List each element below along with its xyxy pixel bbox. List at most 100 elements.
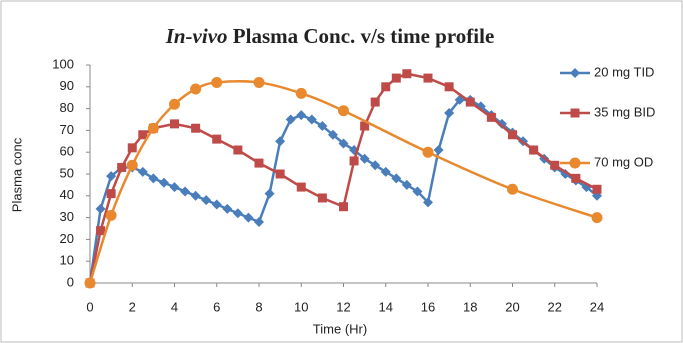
marker [412,186,423,197]
marker [317,193,327,203]
title-rest: Plasma Conc. v/s time profile [233,24,495,48]
marker [296,182,306,192]
x-tick-label: 12 [336,299,350,314]
marker [381,82,391,92]
marker [147,122,159,134]
y-tick-label: 60 [60,144,74,159]
marker [243,212,254,223]
marker [117,162,127,172]
marker [212,134,222,144]
x-tick-label: 18 [463,299,477,314]
marker [201,195,212,206]
x-tick-label: 14 [379,299,393,314]
marker [306,114,317,125]
y-tick-label: 50 [60,165,74,180]
marker [84,277,96,289]
marker [423,73,433,83]
y-tick-label: 0 [67,274,74,289]
marker [106,171,117,182]
marker [190,83,202,95]
y-tick-label: 20 [60,231,74,246]
marker [507,183,518,195]
x-tick-label: 16 [421,299,435,314]
marker [465,97,475,107]
marker [370,160,381,171]
chart-title: In-vivo Plasma Conc. v/s time profile [165,24,495,48]
marker [317,121,328,132]
marker [275,136,286,147]
x-tick-label: 10 [294,299,308,314]
marker [138,130,148,140]
y-tick-label: 10 [60,253,74,268]
marker [137,166,148,177]
marker [296,110,307,121]
x-tick-label: 24 [590,299,604,314]
marker [254,216,264,227]
x-tick-label: 22 [548,299,562,314]
marker [95,203,106,214]
title-italic: In-vivo [165,24,228,48]
marker [211,76,223,88]
marker [105,209,117,221]
marker [391,173,402,184]
marker [190,190,201,201]
marker [422,146,434,158]
legend-marker [570,68,580,78]
marker [275,169,285,179]
y-tick-label: 100 [52,56,74,71]
y-tick-label: 70 [60,122,74,137]
y-tick-label: 40 [60,187,74,202]
marker [327,129,338,140]
marker [169,182,180,193]
marker [96,226,106,236]
legend-marker [570,108,580,118]
x-tick-label: 20 [505,299,519,314]
legend-marker [569,157,581,169]
y-tick-label: 90 [60,78,74,93]
x-tick-label: 8 [255,299,262,314]
marker [508,130,517,140]
marker [529,145,539,155]
marker [391,73,401,83]
marker [433,145,444,156]
marker [571,173,581,183]
marker [486,112,496,122]
marker [444,82,454,92]
marker [550,160,560,170]
marker [285,114,296,125]
marker [423,197,433,208]
marker [380,166,391,177]
marker [106,189,116,199]
x-tick-label: 0 [86,299,93,314]
marker [127,143,137,153]
marker [349,156,359,166]
marker [253,76,265,88]
x-tick-label: 6 [213,299,220,314]
marker [402,69,412,79]
marker [148,173,159,184]
marker [158,177,169,188]
marker [444,107,455,118]
marker [233,145,243,155]
y-tick-label: 30 [60,209,74,224]
marker [359,153,370,164]
legend-label: 20 mg TID [594,64,654,79]
marker [360,121,370,131]
marker [126,159,138,171]
y-tick-label: 80 [60,100,74,115]
marker [295,87,307,99]
x-tick-label: 2 [129,299,136,314]
marker [591,212,603,224]
x-tick-label: 4 [171,299,178,314]
legend-label: 70 mg OD [594,154,653,169]
marker [254,158,264,168]
marker [222,203,233,214]
marker [401,179,412,190]
marker [180,186,191,197]
marker [191,123,201,133]
marker [264,188,275,199]
marker [496,118,507,129]
marker [370,97,380,107]
